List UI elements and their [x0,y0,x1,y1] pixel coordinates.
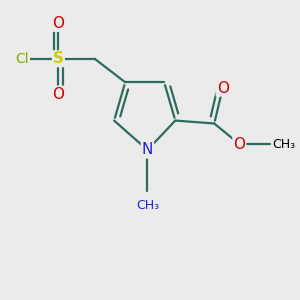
Text: O: O [233,136,245,152]
Text: O: O [52,16,64,31]
Text: S: S [53,51,64,66]
Text: CH₃: CH₃ [136,199,159,212]
Text: O: O [217,81,229,96]
Text: N: N [142,142,153,158]
Text: Cl: Cl [15,52,29,66]
Text: CH₃: CH₃ [273,138,296,151]
Text: O: O [52,87,64,102]
